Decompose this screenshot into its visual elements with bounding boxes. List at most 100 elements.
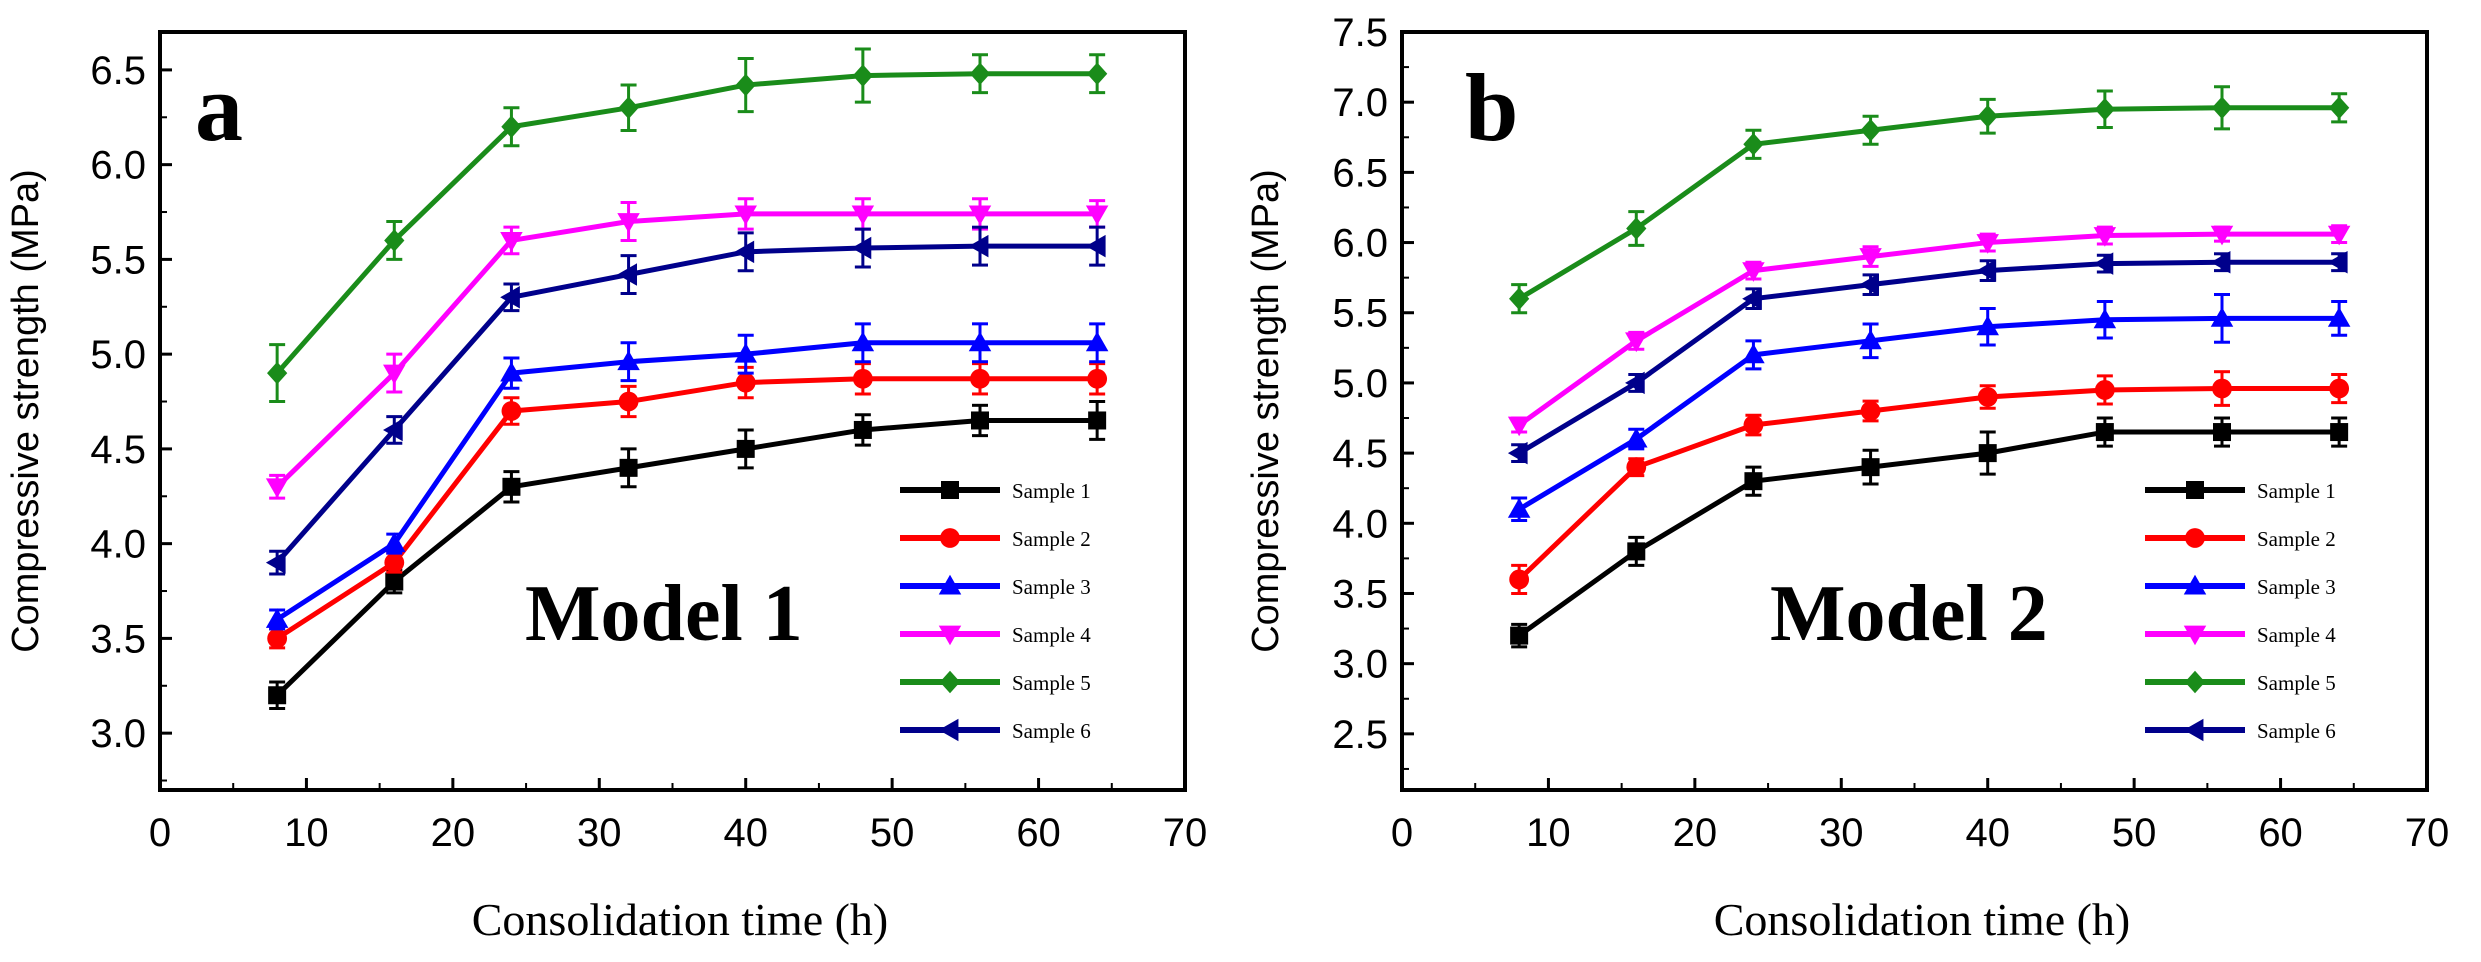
legend-label: Sample 6 [1012, 719, 1091, 743]
legend-label: Sample 5 [2257, 671, 2336, 695]
series-line [275, 243, 1098, 565]
data-point [1507, 441, 1528, 465]
x-tick-label: 70 [1163, 811, 1208, 855]
data-point [968, 234, 989, 258]
data-point [1859, 273, 1880, 296]
x-tick-label: 30 [1819, 811, 1864, 855]
y-tick-label: 6.5 [90, 49, 146, 93]
data-point [1510, 626, 1529, 645]
data-point [617, 350, 640, 371]
data-point [383, 364, 406, 385]
legend-label: Sample 5 [1012, 671, 1091, 695]
legend-marker [938, 574, 962, 595]
series-sample-2 [1509, 370, 2350, 595]
data-point [736, 439, 755, 458]
data-point [968, 331, 992, 352]
series-line [1517, 386, 2340, 582]
y-tick-label: 2.5 [1332, 713, 1388, 757]
data-point [2213, 423, 2231, 442]
x-tick-label: 40 [723, 811, 768, 855]
data-point [1742, 287, 1762, 310]
series-line [275, 376, 1098, 641]
x-axis-title: Consolidation time (h) [472, 894, 889, 945]
data-point [1625, 332, 1648, 353]
data-point [267, 628, 288, 649]
data-point [2094, 380, 2115, 400]
legend-marker [2183, 625, 2207, 646]
data-point [1978, 444, 1997, 463]
panel-label: b [1465, 54, 1518, 161]
legend-label: Sample 4 [2257, 623, 2336, 647]
legend-label: Sample 1 [2257, 479, 2336, 503]
data-point [384, 229, 405, 252]
data-point [851, 236, 872, 260]
data-point [1742, 262, 1765, 282]
data-point [735, 73, 756, 97]
x-tick-label: 70 [2405, 811, 2450, 855]
y-tick-label: 3.5 [1332, 572, 1388, 616]
data-point [2093, 308, 2117, 329]
data-point [501, 115, 522, 138]
data-point [851, 205, 875, 226]
data-point [617, 213, 640, 233]
legend-marker [939, 670, 961, 694]
series-sample-2 [267, 362, 1108, 650]
data-point [1977, 104, 1998, 128]
data-point [2210, 307, 2234, 327]
x-axis-title: Consolidation time (h) [1714, 894, 2131, 945]
data-point [1977, 387, 1998, 407]
data-point [1976, 234, 1999, 254]
data-point [1859, 248, 1882, 268]
model-annotation: Model 1 [525, 570, 803, 658]
data-point [1626, 457, 1647, 478]
data-point [265, 478, 289, 499]
data-point [383, 418, 403, 442]
y-tick-label: 6.5 [1332, 151, 1388, 195]
y-tick-label: 5.0 [90, 333, 146, 377]
legend-marker [2186, 481, 2204, 499]
series-line [1517, 231, 2340, 428]
data-point [265, 551, 286, 574]
data-point [2212, 378, 2232, 399]
y-tick-label: 3.5 [90, 617, 146, 661]
data-point [1087, 62, 1108, 85]
y-axis-title: Compressive strength (MPa) [5, 169, 47, 653]
series-line [1517, 429, 2340, 638]
panel-label: a [195, 54, 243, 161]
series-sample-4 [265, 197, 1109, 500]
legend-label: Sample 2 [1012, 527, 1091, 551]
data-point [618, 391, 639, 412]
data-point [502, 477, 521, 496]
series-sample-3 [265, 322, 1109, 631]
series-sample-5 [267, 47, 1108, 404]
series-sample-1 [268, 400, 1107, 711]
data-point [1088, 411, 1107, 430]
data-point [1743, 133, 1764, 156]
x-tick-label: 20 [1673, 811, 1718, 855]
y-tick-label: 4.0 [90, 523, 146, 567]
data-point [970, 368, 990, 389]
legend-marker [938, 718, 959, 742]
data-point [267, 361, 288, 385]
data-point [1860, 119, 1881, 142]
legend-marker [2185, 528, 2205, 548]
data-point [969, 62, 991, 85]
data-point [1085, 234, 1106, 258]
y-tick-label: 6.0 [1332, 222, 1388, 266]
y-tick-label: 4.5 [90, 428, 146, 472]
legend-label: Sample 4 [1012, 623, 1091, 647]
y-tick-label: 5.5 [90, 238, 146, 282]
data-point [2327, 307, 2351, 327]
data-point [501, 401, 522, 421]
y-tick-label: 4.0 [1332, 502, 1388, 546]
legend-label: Sample 3 [2257, 575, 2336, 599]
data-point [1507, 416, 1531, 437]
x-tick-label: 60 [2258, 811, 2303, 855]
series-line [275, 71, 1098, 375]
legend-marker [2183, 718, 2204, 742]
legend: Sample 1 Sample 2 Sample 3 Sample 4 Sample 5… [2145, 479, 2336, 743]
series-line [275, 417, 1098, 698]
data-point [1625, 427, 1648, 448]
model-annotation: Model 2 [1770, 570, 2048, 658]
data-point [2327, 250, 2348, 274]
